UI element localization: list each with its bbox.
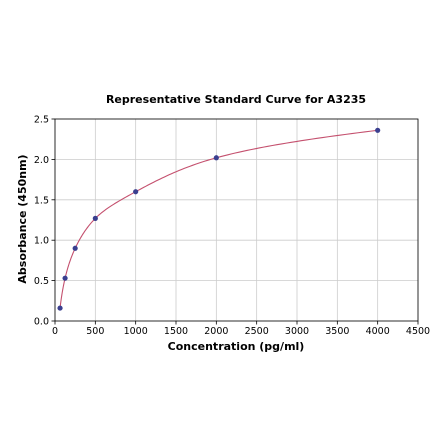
x-tick-label: 3500 <box>325 326 349 337</box>
plot-frame <box>54 118 419 322</box>
chart-title: Representative Standard Curve for A3235 <box>106 93 366 106</box>
y-tick-label: 2.0 <box>34 155 49 166</box>
y-tick-label: 0.0 <box>34 317 49 328</box>
data-point <box>57 305 63 311</box>
x-tick-label: 3000 <box>285 326 309 337</box>
data-point <box>72 245 78 251</box>
x-tick-label: 4500 <box>406 326 430 337</box>
x-tick-label: 4000 <box>366 326 390 337</box>
grid-layer <box>54 118 419 322</box>
y-tick-label: 0.5 <box>34 276 49 287</box>
data-point <box>133 189 139 195</box>
y-tick-label: 1.5 <box>34 195 49 206</box>
x-axis-title: Concentration (pg/ml) <box>168 340 305 353</box>
fit-curve <box>59 129 378 309</box>
y-tick-label: 1.0 <box>34 236 49 247</box>
data-point <box>62 275 68 281</box>
tick-labels-layer: 0 500 1000 1500 2000 2500 3000 3500 4000 4500 0.0 0… <box>34 115 430 338</box>
fit-curve-layer <box>59 129 378 309</box>
x-tick-label: 2000 <box>204 326 228 337</box>
data-points-layer <box>57 127 381 311</box>
x-tick-label: 2500 <box>245 326 269 337</box>
x-tick-label: 500 <box>86 326 104 337</box>
axes-layer <box>51 118 419 325</box>
x-tick-label: 0 <box>52 326 58 337</box>
data-point <box>375 127 381 133</box>
data-point <box>92 215 98 221</box>
y-tick-label: 2.5 <box>34 115 49 126</box>
x-tick-label: 1000 <box>124 326 148 337</box>
y-axis-title: Absorbance (450nm) <box>16 154 29 283</box>
data-point <box>213 155 219 161</box>
x-tick-label: 1500 <box>164 326 188 337</box>
